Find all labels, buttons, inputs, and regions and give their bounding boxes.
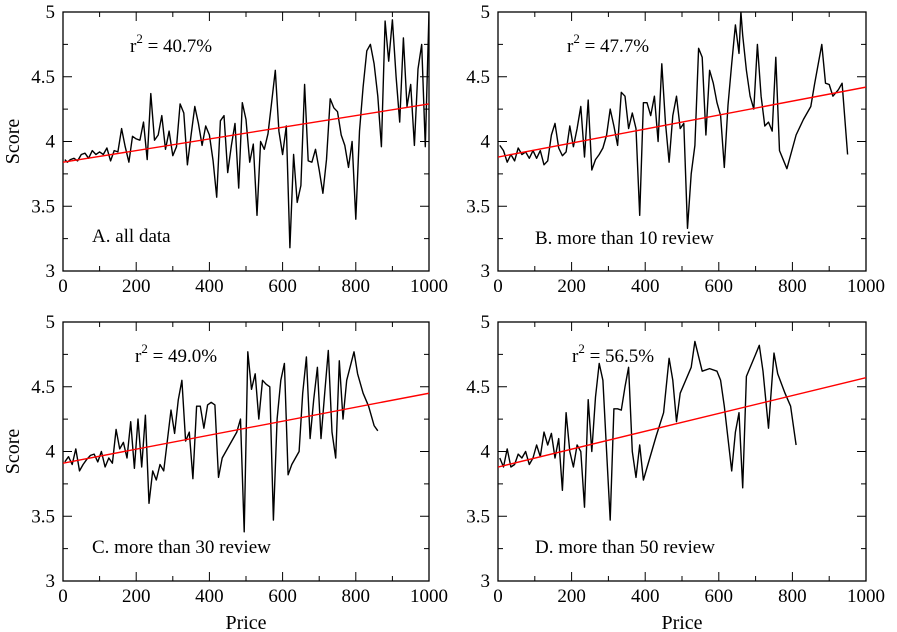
x-tick-label: 800 [342,586,371,607]
r2-symbol: r [135,346,142,367]
x-tick-label: 600 [268,586,297,607]
r2-symbol: r [572,346,579,367]
y-tick-label: 4.5 [31,377,55,398]
x-tick-label: 0 [493,586,503,607]
y-tick-label: 3 [46,261,56,282]
y-tick-label: 4 [46,132,56,153]
y-tick-label: 4.5 [466,67,490,88]
panel-a-label: A. all data [92,226,171,247]
y-tick-label: 5 [46,312,56,333]
r2-value: = 40.7% [143,36,212,57]
x-tick-label: 200 [122,586,151,607]
panel-c-series-line [64,349,379,533]
x-tick-label: 600 [705,586,734,607]
x-tick-label: 400 [195,276,224,297]
x-tick-label: 400 [631,276,660,297]
panel-a-series-line [64,12,429,249]
x-tick-label: 600 [268,276,297,297]
panel-b-series-line [499,12,849,229]
panel-d-x-axis-title: Price [661,612,702,632]
y-tick-label: 4 [481,442,491,463]
r2-exponent: 2 [578,341,585,356]
panel-d-fit-line [498,377,866,468]
r2-value: = 56.5% [585,346,654,367]
x-tick-label: 800 [342,276,371,297]
y-tick-label: 3.5 [466,506,490,527]
x-tick-label: 600 [705,276,734,297]
y-tick-label: 5 [481,312,491,333]
x-tick-label: 200 [557,586,586,607]
x-tick-label: 400 [195,586,224,607]
panel-c-r2-annotation: r2 = 49.0% [135,341,217,367]
x-tick-label: 1000 [410,276,448,297]
panel-b-r2-annotation: r2 = 47.7% [567,31,649,57]
r2-symbol: r [130,36,137,57]
y-tick-label: 3.5 [31,506,55,527]
x-tick-label: 0 [58,276,68,297]
x-tick-label: 800 [778,586,807,607]
x-tick-label: 0 [58,586,68,607]
panel-d-series-line [499,340,797,521]
panel-d-label: D. more than 50 review [535,537,715,558]
x-tick-label: 200 [122,276,151,297]
x-tick-label: 400 [631,586,660,607]
x-tick-label: 1000 [847,586,885,607]
y-tick-label: 3 [46,571,56,592]
r2-exponent: 2 [573,31,580,46]
panel-c-fit-line [63,392,429,464]
y-tick-label: 4.5 [31,67,55,88]
panel-a-r2-annotation: r2 = 40.7% [130,31,212,57]
panel-c-y-axis-title: Score [2,429,24,475]
y-tick-label: 3 [481,261,491,282]
y-tick-label: 3.5 [466,196,490,217]
panel-c: 0 200 400 600 800 1000 3 3.5 4 4.5 5 r2 = 49.0% C. m… [2,312,448,632]
panel-a: 0 200 400 600 800 1000 3 3.5 4 4.5 5 r2 = 40.7% A. a… [2,2,448,297]
y-tick-label: 3 [481,571,491,592]
r2-exponent: 2 [136,31,143,46]
y-tick-label: 5 [481,2,491,23]
panel-d-r2-annotation: r2 = 56.5% [572,341,654,367]
panel-a-fit-line [63,103,429,163]
panel-c-label: C. more than 30 review [92,537,271,558]
x-tick-label: 200 [557,276,586,297]
r2-symbol: r [567,36,574,57]
x-tick-label: 1000 [410,586,448,607]
x-tick-label: 1000 [847,276,885,297]
x-tick-label: 0 [493,276,503,297]
y-tick-label: 4 [481,132,491,153]
panel-a-y-axis-title: Score [2,119,24,165]
y-tick-label: 4.5 [466,377,490,398]
y-tick-label: 5 [46,2,56,23]
panel-b: 0 200 400 600 800 1000 3 3.5 4 4.5 5 r2 = 47.7% B. m… [466,2,885,297]
r2-value: = 49.0% [148,346,217,367]
y-tick-label: 3.5 [31,196,55,217]
y-tick-label: 4 [46,442,56,463]
panel-d: 0 200 400 600 800 1000 3 3.5 4 4.5 5 r2 = 56.5% D. m… [466,312,885,632]
panel-b-label: B. more than 10 review [535,228,714,249]
x-tick-label: 800 [778,276,807,297]
r2-value: = 47.7% [580,36,649,57]
panel-b-fit-line [498,86,866,158]
panel-c-x-axis-title: Price [225,612,266,632]
r2-exponent: 2 [141,341,148,356]
